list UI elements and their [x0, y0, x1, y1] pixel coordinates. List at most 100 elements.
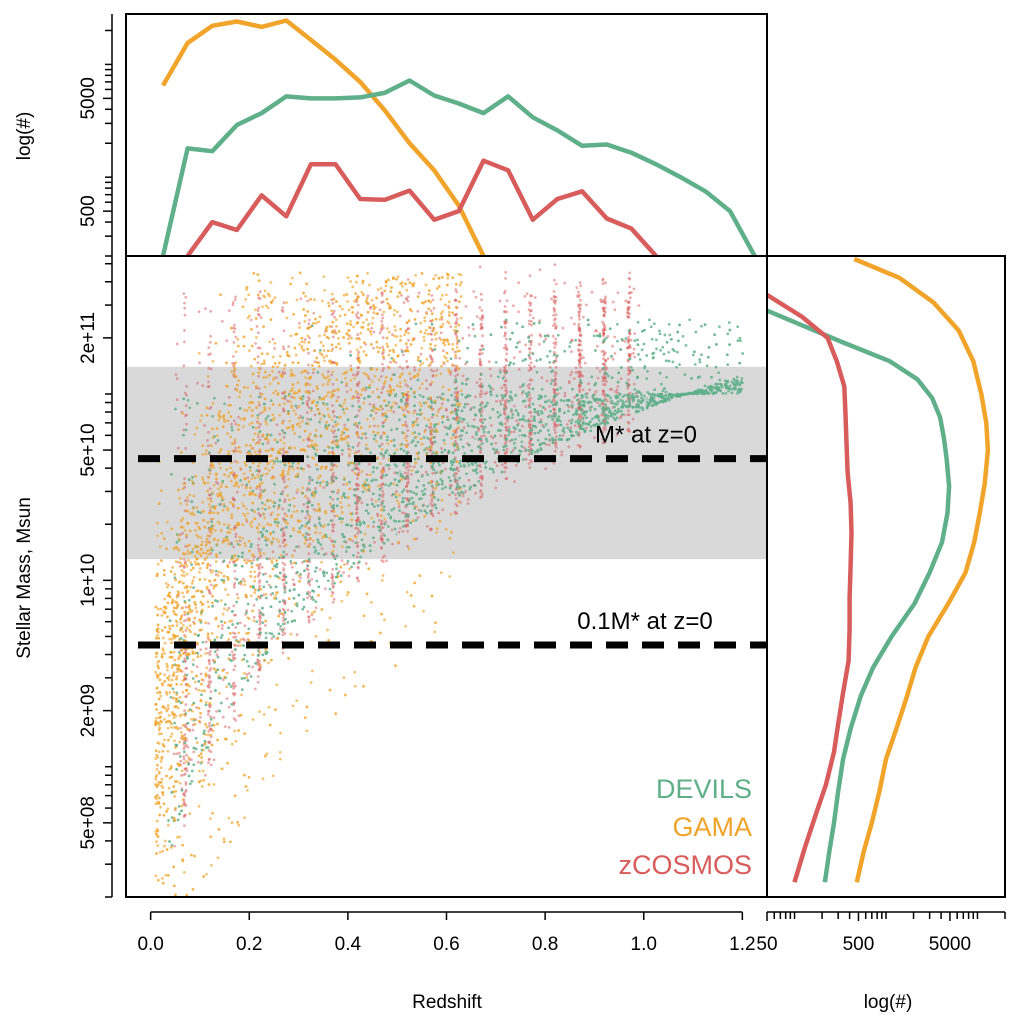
zcosmos-point [602, 327, 606, 330]
zcosmos-point [500, 463, 504, 467]
zcosmos-point [381, 495, 384, 499]
zcosmos-point [567, 419, 571, 423]
zcosmos-point [285, 553, 288, 556]
zcosmos-point [332, 435, 336, 439]
zcosmos-point [178, 533, 182, 536]
zcosmos-point [175, 398, 179, 401]
zcosmos-point [611, 300, 615, 304]
zcosmos-point [578, 310, 581, 314]
zcosmos-point [601, 341, 605, 345]
zcosmos-point [455, 504, 459, 508]
zcosmos-point [184, 605, 188, 609]
zcosmos-point [271, 337, 275, 341]
zcosmos-point [179, 763, 183, 767]
zcosmos-point [356, 392, 360, 396]
zcosmos-point [627, 378, 630, 382]
zcosmos-point [578, 281, 582, 284]
zcosmos-point [578, 390, 582, 394]
zcosmos-point [579, 343, 582, 347]
zcosmos-point [184, 295, 188, 299]
zcosmos-point [215, 709, 218, 713]
zcosmos-point [530, 320, 533, 323]
zcosmos-point [553, 428, 557, 432]
zcosmos-point [290, 395, 294, 399]
zcosmos-point [373, 424, 376, 428]
zcosmos-point [199, 672, 203, 676]
zcosmos-point [405, 345, 409, 349]
zcosmos-point [444, 407, 448, 411]
zcosmos-point [577, 315, 581, 318]
zcosmos-point [505, 352, 509, 356]
zcosmos-point [331, 530, 335, 533]
zcosmos-point [451, 363, 455, 367]
zcosmos-point [603, 392, 607, 396]
zcosmos-point [579, 365, 582, 369]
zcosmos-point [504, 386, 508, 390]
zcosmos-point [602, 338, 606, 341]
zcosmos-point [184, 781, 188, 784]
zcosmos-point [228, 309, 231, 312]
zcosmos-point [577, 363, 581, 367]
zcosmos-point [211, 658, 215, 662]
zcosmos-point [249, 318, 253, 322]
zcosmos-point [530, 333, 533, 337]
zcosmos-point [251, 665, 255, 669]
zcosmos-point [255, 325, 259, 328]
zcosmos-point [267, 583, 271, 587]
zcosmos-point [632, 347, 636, 351]
zcosmos-point [208, 589, 211, 593]
zcosmos-point [454, 356, 458, 360]
zcosmos-point [204, 647, 208, 651]
zcosmos-point [373, 540, 376, 544]
zcosmos-point [453, 391, 457, 394]
zcosmos-point [596, 401, 600, 405]
zcosmos-point [528, 393, 531, 396]
zcosmos-point [207, 385, 211, 388]
zcosmos-point [233, 664, 237, 668]
zcosmos-point [332, 471, 335, 475]
devils-point [398, 470, 402, 473]
zcosmos-point [479, 449, 482, 453]
zcosmos-point [455, 472, 459, 475]
zcosmos-point [208, 568, 212, 572]
zcosmos-point [184, 783, 188, 786]
zcosmos-point [460, 420, 464, 424]
zcosmos-point [512, 430, 516, 433]
zcosmos-point [256, 574, 260, 578]
zcosmos-point [604, 405, 607, 408]
zcosmos-point [282, 569, 285, 572]
zcosmos-point [378, 308, 382, 312]
zcosmos-point [183, 313, 187, 317]
zcosmos-point [340, 559, 344, 562]
zcosmos-point [577, 431, 581, 435]
zcosmos-point [403, 349, 407, 353]
zcosmos-point [233, 323, 236, 327]
zcosmos-point [479, 412, 483, 415]
zcosmos-point [502, 346, 506, 350]
zcosmos-point [578, 333, 582, 337]
zcosmos-point [479, 348, 483, 352]
zcosmos-point [209, 309, 213, 313]
zcosmos-point [245, 673, 249, 676]
zcosmos-point [258, 579, 262, 582]
zcosmos-point [520, 424, 524, 428]
devils-point [260, 548, 263, 551]
zcosmos-point [454, 497, 458, 500]
zcosmos-point [528, 425, 531, 429]
zcosmos-point [355, 576, 359, 579]
zcosmos-point [467, 334, 471, 337]
zcosmos-point [478, 306, 482, 309]
zcosmos-point [454, 288, 458, 291]
zcosmos-point [604, 397, 608, 401]
zcosmos-point [233, 709, 236, 713]
zcosmos-point [428, 354, 432, 358]
zcosmos-point [320, 547, 324, 550]
zcosmos-point [185, 393, 188, 397]
zcosmos-point [351, 469, 354, 472]
zcosmos-points [172, 263, 641, 848]
zcosmos-point [628, 401, 632, 405]
zcosmos-point [234, 295, 238, 299]
zcosmos-point [257, 374, 261, 378]
zcosmos-point [489, 374, 493, 378]
zcosmos-point [368, 402, 372, 406]
